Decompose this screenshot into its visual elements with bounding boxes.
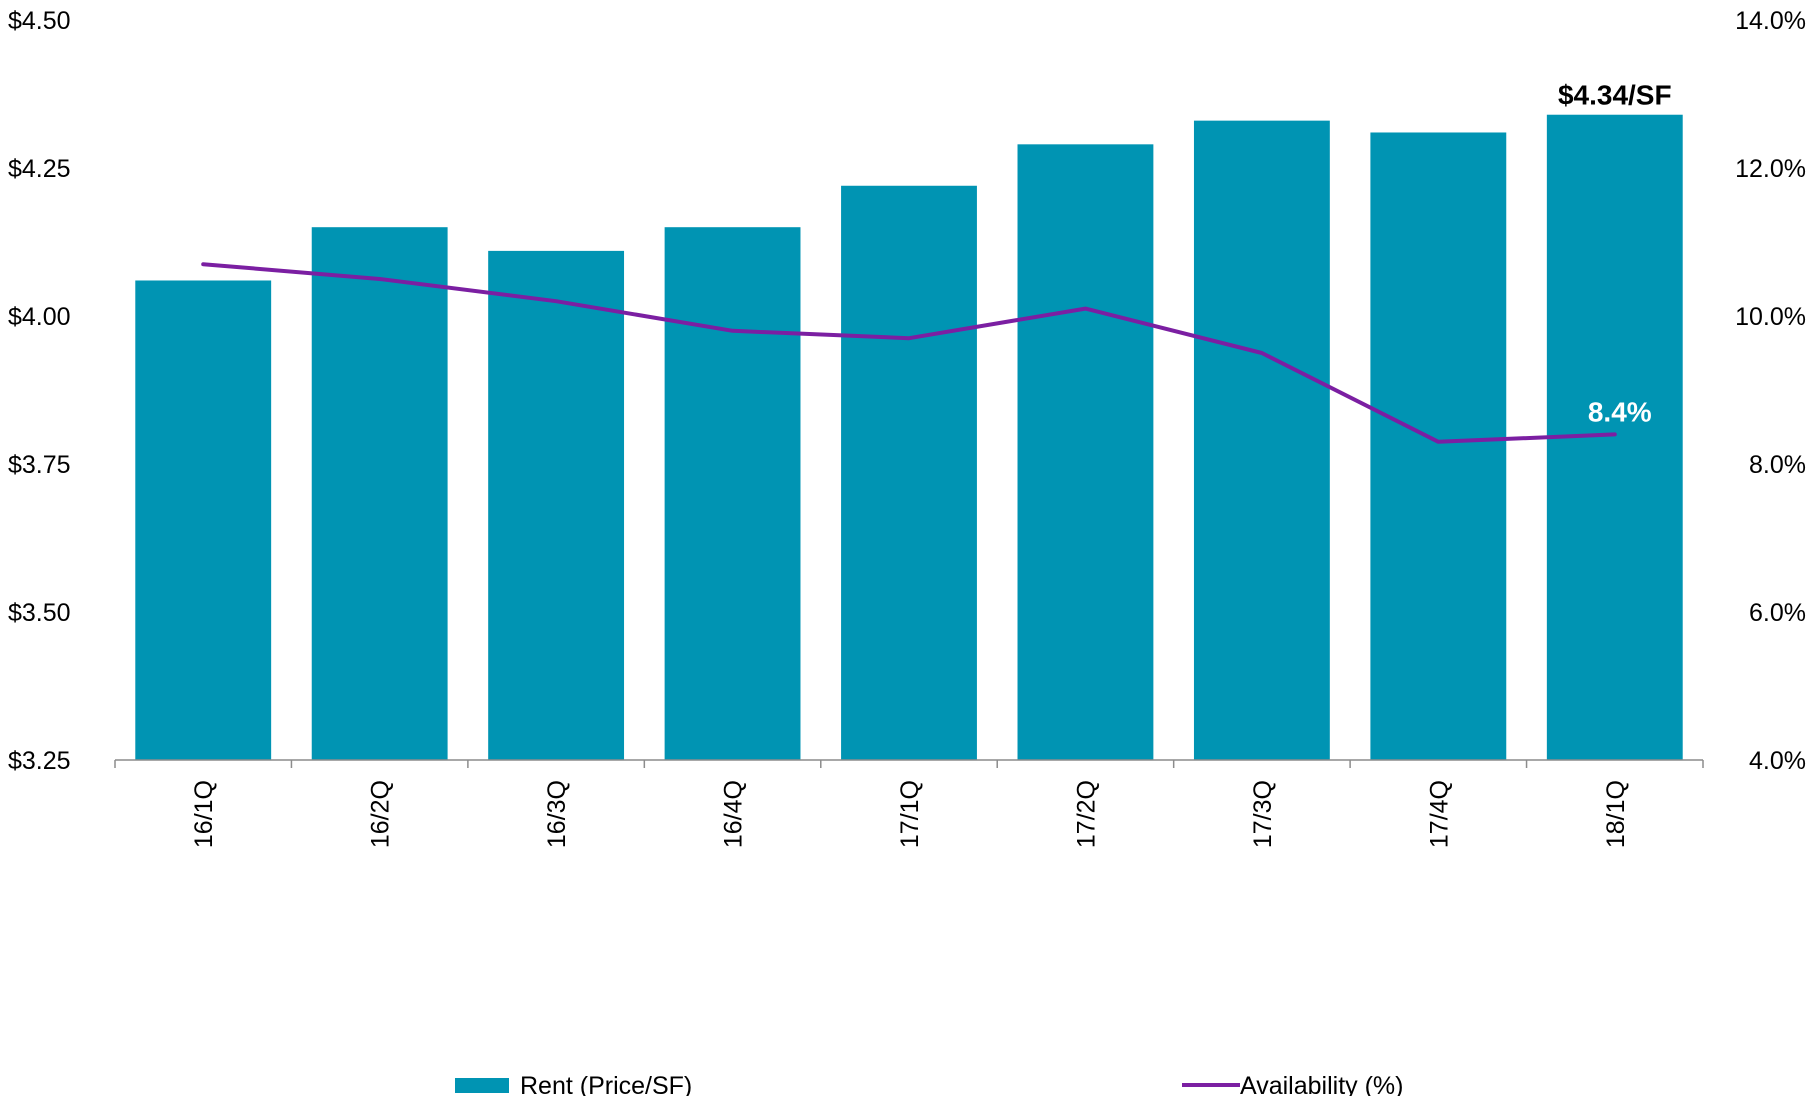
right-axis: 4.0% 6.0% 8.0% 10.0% 12.0% 14.0% xyxy=(1735,7,1806,775)
right-tick-label: 14.0% xyxy=(1735,7,1806,35)
right-tick-label: 8.0% xyxy=(1749,451,1806,479)
left-axis: $3.25 $3.50 $3.75 $4.00 $4.25 $4.50 xyxy=(8,7,71,775)
left-tick-label: $4.25 xyxy=(8,155,71,183)
x-tick-label: 16/3Q xyxy=(543,780,571,848)
x-tick-label: 18/1Q xyxy=(1602,780,1630,848)
right-tick-label: 12.0% xyxy=(1735,155,1806,183)
bar-value-label: $4.34/SF xyxy=(1558,80,1672,111)
bar-16/4Q xyxy=(664,227,801,760)
line-value-label: 8.4% xyxy=(1588,396,1652,427)
x-tick-label: 16/1Q xyxy=(190,780,218,848)
left-tick-label: $4.00 xyxy=(8,303,71,331)
bar-17/2Q xyxy=(1017,144,1154,760)
left-tick-label: $3.50 xyxy=(8,599,71,627)
legend-label-rent: Rent (Price/SF) xyxy=(520,1072,692,1096)
legend-swatch-rent xyxy=(455,1078,509,1093)
bar-17/3Q xyxy=(1193,120,1330,760)
x-axis: 16/1Q 16/2Q 16/3Q 16/4Q 17/1Q 17/2Q 17/3Q 17/4Q… xyxy=(190,780,1630,848)
legend: Rent (Price/SF) Availability (%) xyxy=(455,1072,1403,1096)
axes-group xyxy=(114,759,1704,768)
right-tick-label: 10.0% xyxy=(1735,303,1806,331)
bar-16/1Q xyxy=(135,280,272,760)
availability-line xyxy=(201,262,1617,444)
right-tick-label: 6.0% xyxy=(1749,599,1806,627)
bars-group xyxy=(135,114,1683,761)
x-tick-label: 17/3Q xyxy=(1249,780,1277,848)
bar-16/2Q xyxy=(311,227,448,760)
legend-label-availability: Availability (%) xyxy=(1240,1072,1403,1096)
left-tick-label: $3.75 xyxy=(8,451,71,479)
availability-line-group xyxy=(201,262,1617,444)
left-tick-label: $4.50 xyxy=(8,7,71,35)
x-tick-label: 17/1Q xyxy=(896,780,924,848)
bar-17/4Q xyxy=(1370,132,1507,761)
bar-16/3Q xyxy=(488,250,625,760)
x-tick-label: 16/4Q xyxy=(720,780,748,848)
bar-17/1Q xyxy=(841,185,977,760)
left-tick-label: $3.25 xyxy=(8,747,71,775)
x-tick-label: 16/2Q xyxy=(367,780,395,848)
right-tick-label: 4.0% xyxy=(1749,747,1806,775)
x-tick-label: 17/4Q xyxy=(1425,780,1453,848)
annotations-group: $4.34/SF 8.4% xyxy=(1558,80,1672,428)
x-tick-label: 17/2Q xyxy=(1072,780,1100,848)
